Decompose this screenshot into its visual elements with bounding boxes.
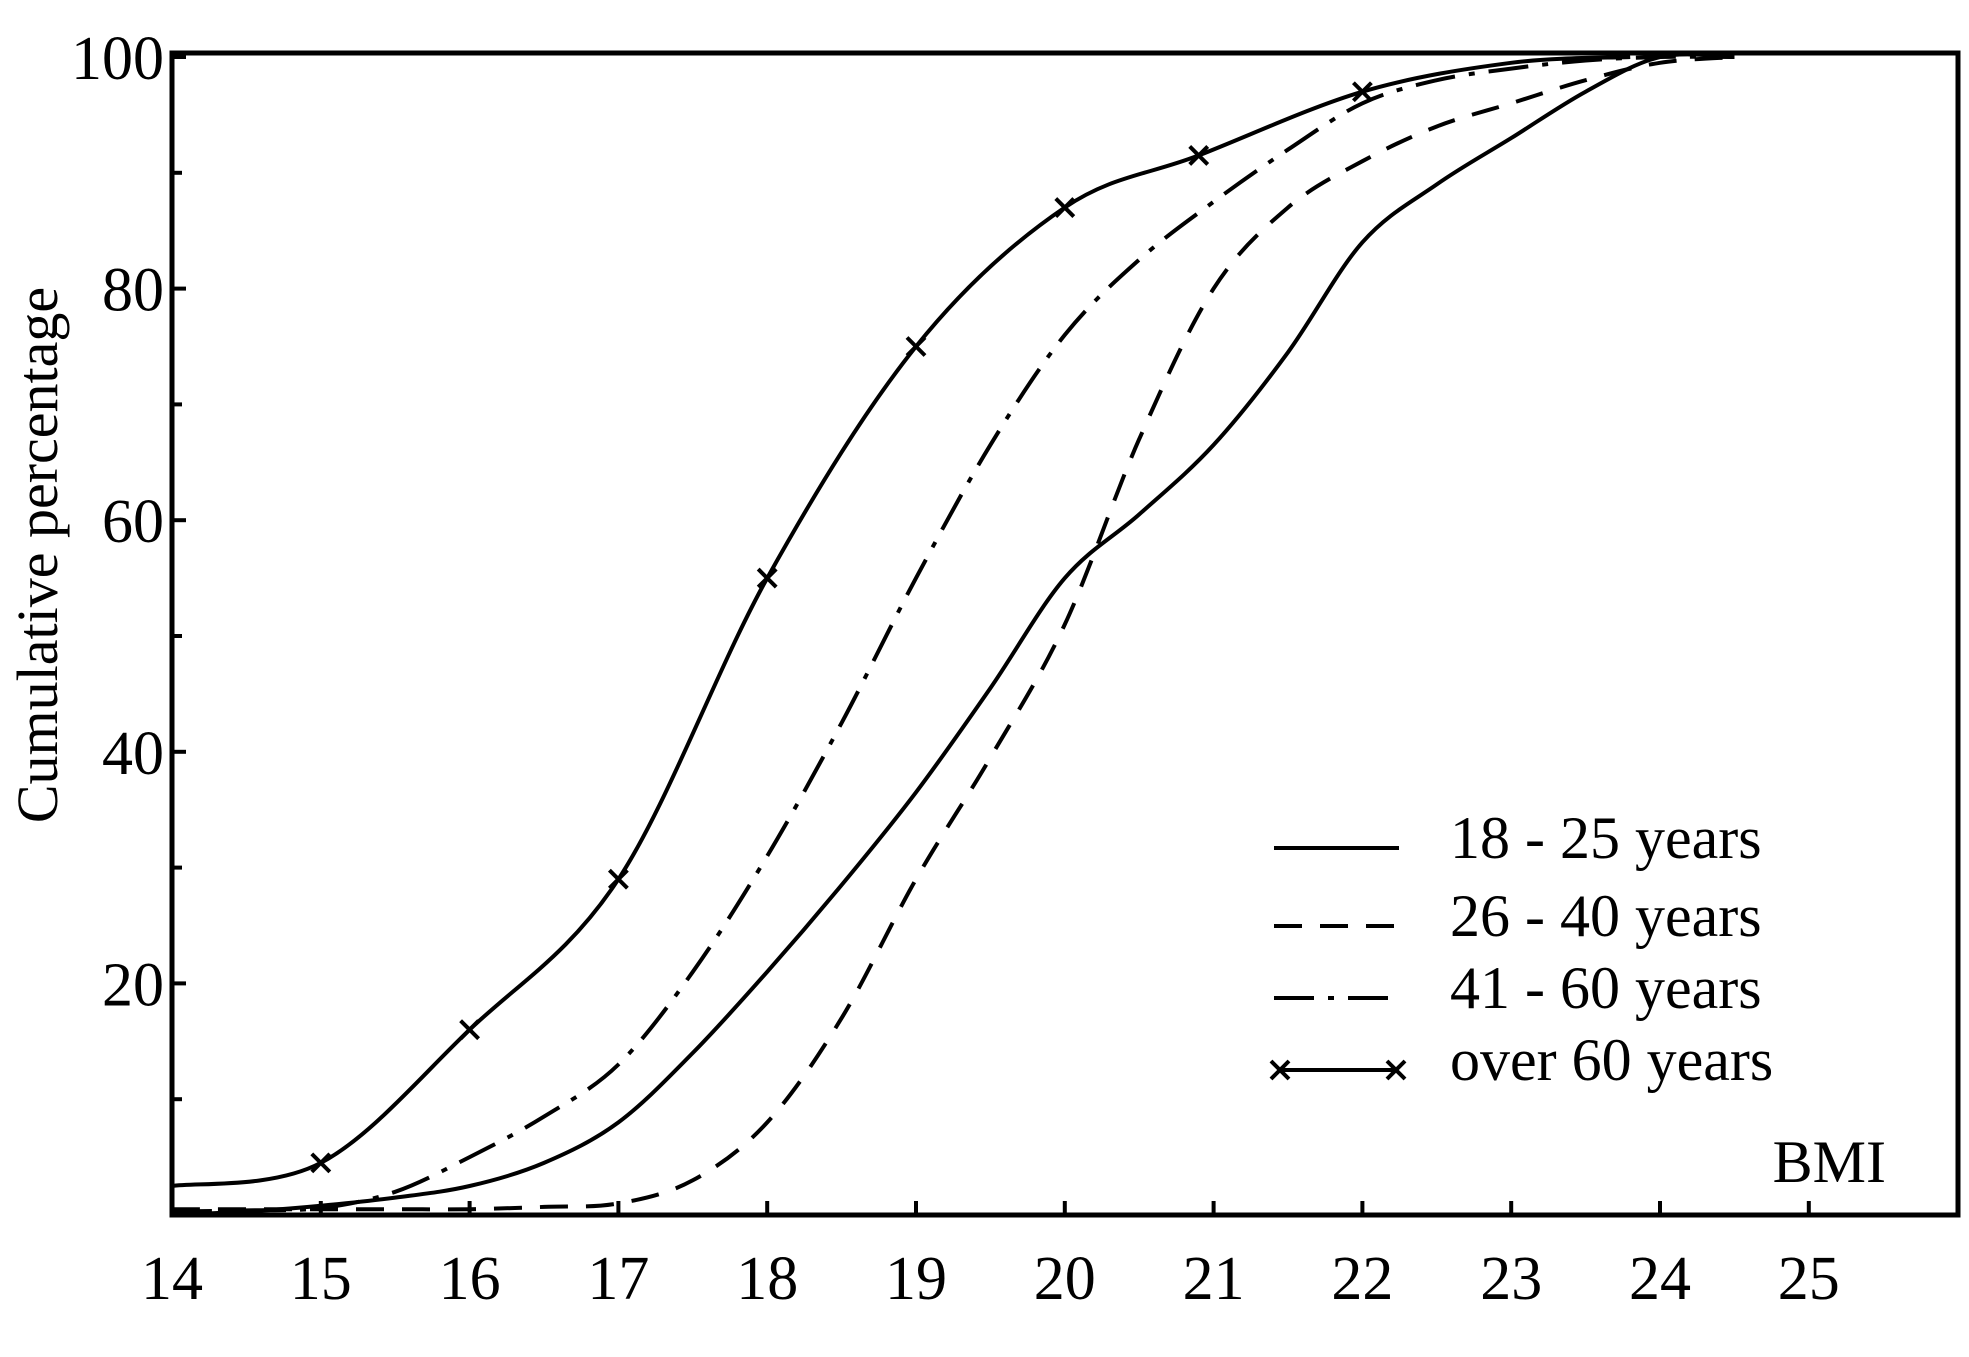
x-marker-7 [1351,81,1373,103]
legend-x-marker-left [1269,1059,1291,1081]
legend-entry-over-60: over 60 years [1269,1027,1773,1093]
x-marker-2 [607,868,629,890]
x-tick-label-25: 25 [1778,1245,1840,1313]
x-tick-label-20: 20 [1034,1245,1096,1313]
x-tick-label-22: 22 [1331,1245,1393,1313]
x-tick-label-21: 21 [1183,1245,1245,1313]
series-line-3 [171,55,1631,1188]
legend: 18 - 25 years 26 - 40 years 41 - 60 year… [1269,805,1773,1093]
legend-entry-41-60: 41 - 60 years [1274,955,1762,1021]
x-marker-4 [905,336,927,357]
x-tick-label-16: 16 [439,1245,501,1313]
markers-layer [310,81,1373,1174]
x-marker-6 [1188,145,1210,166]
series-line-1 [172,55,1735,1212]
y-axis-label: Cumulative percentage [5,287,70,823]
x-marker-3 [756,567,778,589]
x-tick-label-19: 19 [885,1245,947,1313]
series-line-2 [171,54,1735,1214]
y-tick-label-80: 80 [102,257,164,325]
legend-entry-18-25: 18 - 25 years [1274,805,1762,871]
x-tick-label-24: 24 [1629,1245,1691,1313]
legend-label-18-25: 18 - 25 years [1450,805,1762,871]
x-axis-label: BMI [1773,1129,1886,1195]
axes: 14 15 16 17 18 19 20 21 22 23 24 25 20 40 60 80 100 [71,25,1961,1313]
x-tick-label-23: 23 [1480,1245,1542,1313]
legend-label-over-60: over 60 years [1450,1027,1773,1093]
x-tick-label-18: 18 [736,1245,798,1313]
legend-x-marker-right [1385,1059,1407,1081]
legend-label-41-60: 41 - 60 years [1450,955,1762,1021]
x-tick-label-14: 14 [141,1245,203,1313]
legend-entry-26-40: 26 - 40 years [1274,883,1762,949]
y-tick-label-60: 60 [102,488,164,556]
series-line-0 [171,52,1735,1217]
x-marker-1 [459,1019,481,1041]
x-marker-5 [1054,197,1076,218]
y-tick-label-100: 100 [71,25,164,93]
x-tick-label-17: 17 [587,1245,649,1313]
y-tick-label-20: 20 [102,951,164,1019]
x-tick-label-15: 15 [290,1245,352,1313]
y-tick-label-40: 40 [102,720,164,788]
legend-label-26-40: 26 - 40 years [1450,883,1762,949]
x-marker-0 [310,1152,332,1174]
